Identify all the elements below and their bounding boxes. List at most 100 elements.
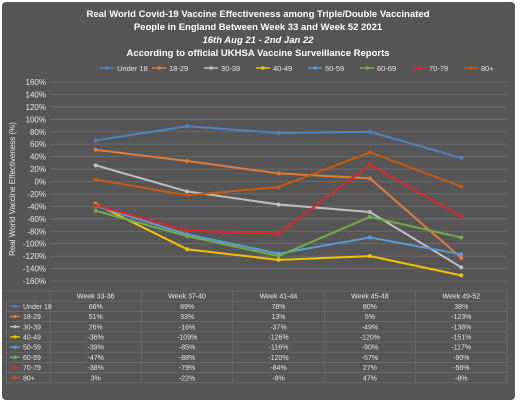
legend: Under 18 18-29 30-39 40-49 50-59 60-69 70-79 80…: [100, 64, 494, 73]
y-tick-label: 0%: [34, 178, 46, 187]
y-tick-label: 60%: [30, 140, 46, 149]
table-cell-value: 47%: [363, 375, 377, 382]
table-cell-value: -8%: [455, 375, 467, 382]
table-marker: [13, 304, 17, 308]
data-point: [185, 158, 190, 163]
table-marker: [13, 345, 17, 349]
table-cell-value: -90%: [453, 355, 469, 362]
legend-marker: [365, 66, 369, 70]
table-cell-value: 38%: [454, 304, 468, 311]
vaccine-effectiveness-chart: Real World Covid-19 Vaccine Effectivenes…: [5, 9, 508, 384]
title-line-4: According to official UKHSA Vaccine Surv…: [126, 48, 389, 59]
title-line-2: People in England Between Week 33 and We…: [134, 22, 383, 33]
data-point: [93, 203, 98, 208]
table-marker: [13, 376, 17, 380]
data-point: [367, 235, 372, 240]
legend-label: 50-59: [325, 64, 344, 73]
y-tick-label: -80%: [27, 227, 46, 236]
data-point: [276, 185, 281, 190]
legend-label: 70-79: [429, 64, 448, 73]
table-cell-value: -22%: [179, 375, 195, 382]
data-point: [93, 163, 98, 168]
legend-marker: [105, 66, 109, 70]
data-point: [367, 254, 372, 259]
table-cell-value: -126%: [268, 335, 288, 342]
data-point: [459, 252, 464, 257]
table-marker: [13, 314, 17, 319]
y-tick-label: -100%: [23, 240, 46, 249]
table-cell-value: -57%: [362, 355, 378, 362]
table-row-label: 30-39: [23, 324, 41, 331]
data-point: [276, 202, 281, 207]
table-cell-value: 26%: [89, 324, 103, 331]
table-marker: [13, 325, 17, 329]
x-tick-label: Week 37-40: [168, 294, 206, 301]
table-cell-value: -117%: [451, 345, 471, 352]
legend-marker: [313, 66, 317, 70]
table-cell-value: 78%: [271, 304, 285, 311]
table-cell-value: 80%: [363, 304, 377, 311]
data-point: [459, 235, 464, 240]
data-point: [459, 273, 464, 278]
data-point: [93, 177, 98, 182]
series-70-79: [93, 162, 464, 236]
data-point: [459, 155, 464, 160]
y-tick-label: -140%: [23, 265, 46, 274]
data-point: [367, 214, 372, 219]
table-row-label: 60-69: [23, 355, 41, 362]
legend-marker: [469, 66, 473, 70]
legend-label: 80+: [481, 64, 494, 73]
legend-label: 18-29: [169, 64, 188, 73]
y-tick-label: 140%: [26, 90, 46, 99]
table-cell-value: -90%: [362, 345, 378, 352]
x-tick-label: Week 49-52: [442, 294, 480, 301]
table-cell-value: -47%: [88, 355, 104, 362]
series-80-: [93, 150, 464, 198]
table-row-label: 18-29: [23, 314, 41, 321]
data-point: [276, 171, 281, 176]
table-cell-value: 3%: [91, 375, 101, 382]
table-cell-value: -84%: [270, 365, 286, 372]
y-axis-label: Real World Vaccine Effectiveness (%): [8, 122, 17, 256]
table-cell-value: -151%: [451, 335, 471, 342]
table-cell-value: -49%: [362, 324, 378, 331]
data-point: [276, 254, 281, 259]
y-tick-label: 20%: [30, 165, 46, 174]
data-point: [367, 176, 372, 181]
data-point: [367, 129, 372, 134]
legend-label: 60-69: [377, 64, 396, 73]
table-cell-value: 13%: [271, 314, 285, 321]
y-tick-label: 100%: [26, 115, 46, 124]
data-table: Week 33-36 Week 37-40 Week 41-44 Week 45-48…: [5, 290, 508, 384]
table-cell-value: -36%: [88, 335, 104, 342]
data-point: [276, 257, 281, 262]
table-cell-value: 27%: [363, 365, 377, 372]
data-point: [185, 228, 190, 233]
legend-label: 30-39: [221, 64, 240, 73]
data-point: [93, 208, 98, 213]
y-tick-label: -60%: [27, 215, 46, 224]
table-row-label: 70-79: [23, 365, 41, 372]
y-axis-ticks: 160% 140% 120% 100% 80% 60% 40% 20% 0% -20% -40% -6…: [23, 78, 46, 286]
legend-marker: [261, 66, 265, 70]
data-point: [367, 150, 372, 155]
legend-marker: [157, 66, 161, 70]
y-tick-label: 40%: [30, 153, 46, 162]
table-cell-value: -37%: [270, 324, 286, 331]
grid: [50, 81, 507, 282]
table-marker: [13, 355, 17, 359]
series-lines: [93, 124, 464, 278]
series-under-18: [93, 124, 464, 160]
table-cell-value: -56%: [453, 365, 469, 372]
legend-label: 40-49: [273, 64, 292, 73]
table-cell-value: -39%: [88, 345, 104, 352]
x-tick-label: Week 41-44: [260, 294, 298, 301]
y-tick-label: -120%: [23, 252, 46, 261]
legend-marker: [209, 66, 213, 70]
table-cell-value: 5%: [365, 314, 375, 321]
data-point: [185, 234, 190, 239]
series-18-29: [93, 147, 464, 260]
data-point: [367, 209, 372, 214]
data-point: [185, 124, 190, 129]
title-line-3: 16th Aug 21 - 2nd Jan 22: [202, 35, 314, 46]
